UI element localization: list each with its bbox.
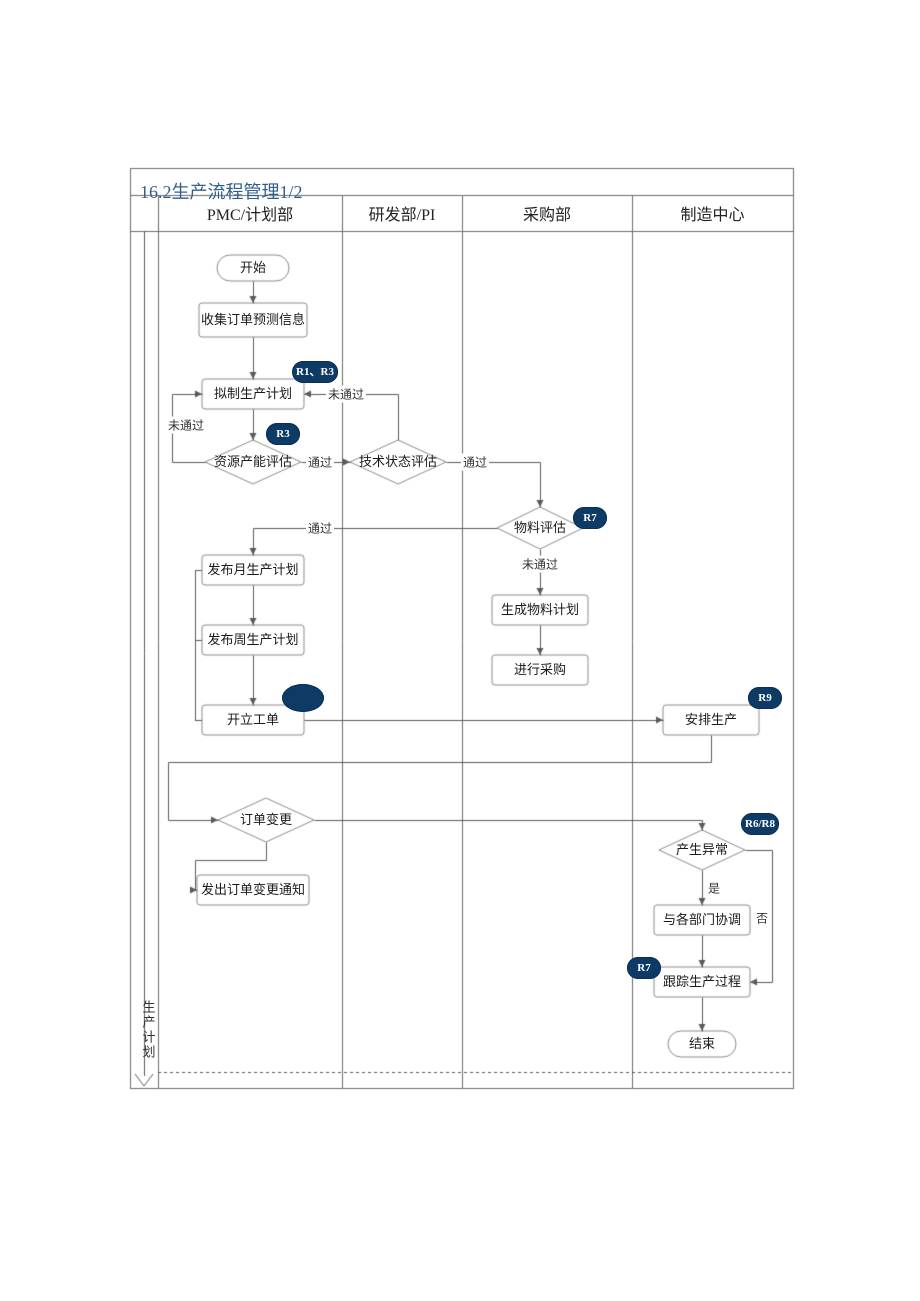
reference-badge bbox=[282, 684, 324, 712]
text-label: 是 bbox=[706, 880, 722, 897]
text-label: PMC/计划部 bbox=[207, 201, 293, 225]
text-label: 资源产能评估 bbox=[214, 454, 292, 470]
text-label: 发出订单变更通知 bbox=[201, 882, 305, 898]
text-label: 未通过 bbox=[520, 556, 560, 573]
text-label: 研发部/PI bbox=[369, 201, 436, 225]
reference-badge: R1、R3 bbox=[292, 361, 338, 383]
diagram-page: 16.2生产流程管理1/2PMC/计划部研发部/PI采购部制造中心生产计划开始收… bbox=[0, 0, 920, 1301]
reference-badge: R9 bbox=[748, 687, 782, 709]
text-label: 未通过 bbox=[326, 386, 366, 403]
text-label: 制造中心 bbox=[680, 201, 744, 225]
reference-badge: R7 bbox=[627, 957, 661, 979]
flowchart-canvas bbox=[0, 0, 920, 1301]
text-label: 发布周生产计划 bbox=[207, 632, 298, 648]
reference-badge: R7 bbox=[573, 507, 607, 529]
text-label: 通过 bbox=[306, 520, 334, 537]
phase-label: 生产计划 bbox=[139, 1000, 158, 1060]
text-label: 跟踪生产过程 bbox=[663, 974, 741, 990]
text-label: 产生异常 bbox=[676, 842, 728, 858]
text-label: 安排生产 bbox=[685, 712, 737, 728]
text-label: 物料评估 bbox=[514, 520, 566, 536]
text-label: 结束 bbox=[689, 1036, 715, 1052]
text-label: 收集订单预测信息 bbox=[201, 312, 305, 328]
text-label: 进行采购 bbox=[514, 662, 566, 678]
text-label: 开始 bbox=[240, 260, 266, 276]
text-label: 生成物料计划 bbox=[501, 602, 579, 618]
text-label: 开立工单 bbox=[227, 712, 279, 728]
text-label: 未通过 bbox=[166, 417, 206, 434]
text-label: 通过 bbox=[461, 454, 489, 471]
text-label: 采购部 bbox=[523, 201, 571, 225]
text-label: 拟制生产计划 bbox=[214, 386, 292, 402]
text-label: 技术状态评估 bbox=[359, 454, 437, 470]
reference-badge: R3 bbox=[266, 423, 300, 445]
text-label: 通过 bbox=[306, 454, 334, 471]
text-label: 发布月生产计划 bbox=[207, 562, 298, 578]
reference-badge: R6/R8 bbox=[741, 813, 779, 835]
text-label: 与各部门协调 bbox=[663, 912, 741, 928]
text-label: 订单变更 bbox=[240, 812, 292, 828]
text-label: 否 bbox=[754, 910, 770, 927]
